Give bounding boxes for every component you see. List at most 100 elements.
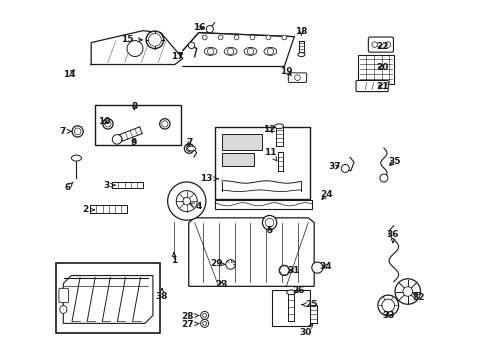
- Circle shape: [377, 295, 398, 316]
- Polygon shape: [357, 55, 393, 84]
- Circle shape: [72, 126, 83, 137]
- Polygon shape: [279, 266, 289, 275]
- Text: 23: 23: [215, 280, 227, 289]
- Circle shape: [371, 42, 377, 48]
- Polygon shape: [214, 200, 311, 209]
- Text: 7: 7: [59, 127, 71, 136]
- Text: 4: 4: [190, 202, 202, 211]
- Circle shape: [207, 48, 213, 55]
- Circle shape: [200, 311, 208, 319]
- Circle shape: [162, 121, 167, 127]
- Circle shape: [225, 260, 235, 269]
- Circle shape: [160, 119, 170, 129]
- Circle shape: [294, 75, 300, 80]
- Text: 7: 7: [186, 139, 193, 148]
- Ellipse shape: [286, 290, 295, 295]
- Circle shape: [146, 31, 163, 49]
- Circle shape: [176, 190, 197, 212]
- Text: 34: 34: [319, 262, 332, 271]
- Circle shape: [148, 33, 161, 46]
- Circle shape: [227, 48, 233, 55]
- Circle shape: [202, 35, 206, 40]
- Circle shape: [188, 42, 194, 49]
- Polygon shape: [188, 218, 314, 286]
- Circle shape: [127, 41, 142, 57]
- Text: 30: 30: [299, 324, 312, 337]
- Circle shape: [247, 48, 253, 55]
- Bar: [272, 290, 309, 326]
- FancyBboxPatch shape: [355, 80, 387, 91]
- Circle shape: [311, 262, 322, 273]
- Text: 20: 20: [376, 63, 388, 72]
- Circle shape: [282, 35, 286, 40]
- Text: 24: 24: [320, 190, 332, 199]
- Circle shape: [74, 128, 81, 135]
- Text: 6: 6: [64, 182, 73, 193]
- Circle shape: [112, 135, 122, 144]
- Ellipse shape: [204, 48, 217, 55]
- Text: 29: 29: [210, 259, 225, 268]
- Text: 11: 11: [264, 148, 276, 161]
- FancyBboxPatch shape: [59, 288, 68, 303]
- Bar: [56, 263, 160, 333]
- Ellipse shape: [297, 53, 305, 57]
- Circle shape: [402, 287, 412, 296]
- Text: 9: 9: [131, 138, 137, 147]
- Text: 14: 14: [63, 70, 76, 79]
- Circle shape: [234, 35, 239, 40]
- Circle shape: [167, 182, 205, 220]
- Circle shape: [379, 174, 387, 182]
- Circle shape: [186, 146, 192, 152]
- Circle shape: [384, 42, 390, 48]
- Text: 25: 25: [301, 300, 317, 309]
- Text: 12: 12: [263, 125, 275, 134]
- Text: 21: 21: [376, 82, 388, 91]
- Circle shape: [266, 48, 273, 55]
- Circle shape: [265, 35, 270, 40]
- Circle shape: [341, 165, 348, 172]
- Polygon shape: [63, 276, 153, 323]
- Text: 17: 17: [170, 52, 183, 61]
- Circle shape: [183, 197, 190, 205]
- Circle shape: [218, 35, 223, 40]
- Text: 36: 36: [386, 230, 399, 243]
- FancyBboxPatch shape: [288, 73, 306, 82]
- Text: 27: 27: [181, 320, 199, 329]
- Text: 31: 31: [286, 266, 299, 275]
- Circle shape: [249, 35, 254, 40]
- Text: 38: 38: [156, 289, 168, 301]
- Ellipse shape: [244, 48, 256, 55]
- Text: 5: 5: [266, 226, 272, 235]
- Text: 28: 28: [181, 312, 199, 321]
- Circle shape: [394, 279, 420, 304]
- FancyBboxPatch shape: [367, 37, 393, 52]
- Ellipse shape: [60, 305, 67, 314]
- Circle shape: [262, 215, 276, 230]
- Text: 35: 35: [387, 157, 400, 166]
- Circle shape: [184, 144, 194, 153]
- Circle shape: [206, 26, 213, 33]
- Text: 15: 15: [121, 35, 142, 44]
- Circle shape: [281, 267, 287, 274]
- Circle shape: [381, 299, 394, 312]
- Text: 3: 3: [103, 181, 115, 190]
- Ellipse shape: [224, 48, 237, 55]
- Polygon shape: [222, 153, 254, 166]
- Text: 8: 8: [131, 102, 137, 111]
- Ellipse shape: [71, 155, 81, 161]
- Circle shape: [265, 218, 273, 227]
- Text: 16: 16: [193, 23, 205, 32]
- Text: 10: 10: [98, 117, 110, 126]
- Circle shape: [102, 119, 113, 129]
- Text: 32: 32: [411, 293, 424, 302]
- Text: 13: 13: [200, 174, 218, 183]
- Circle shape: [279, 265, 289, 276]
- Text: 19: 19: [280, 67, 292, 76]
- Text: 2: 2: [82, 205, 94, 214]
- Circle shape: [104, 121, 111, 127]
- Circle shape: [202, 321, 206, 325]
- Text: 26: 26: [291, 286, 304, 295]
- Bar: [214, 127, 309, 199]
- Polygon shape: [222, 134, 261, 150]
- Text: 33: 33: [381, 311, 394, 320]
